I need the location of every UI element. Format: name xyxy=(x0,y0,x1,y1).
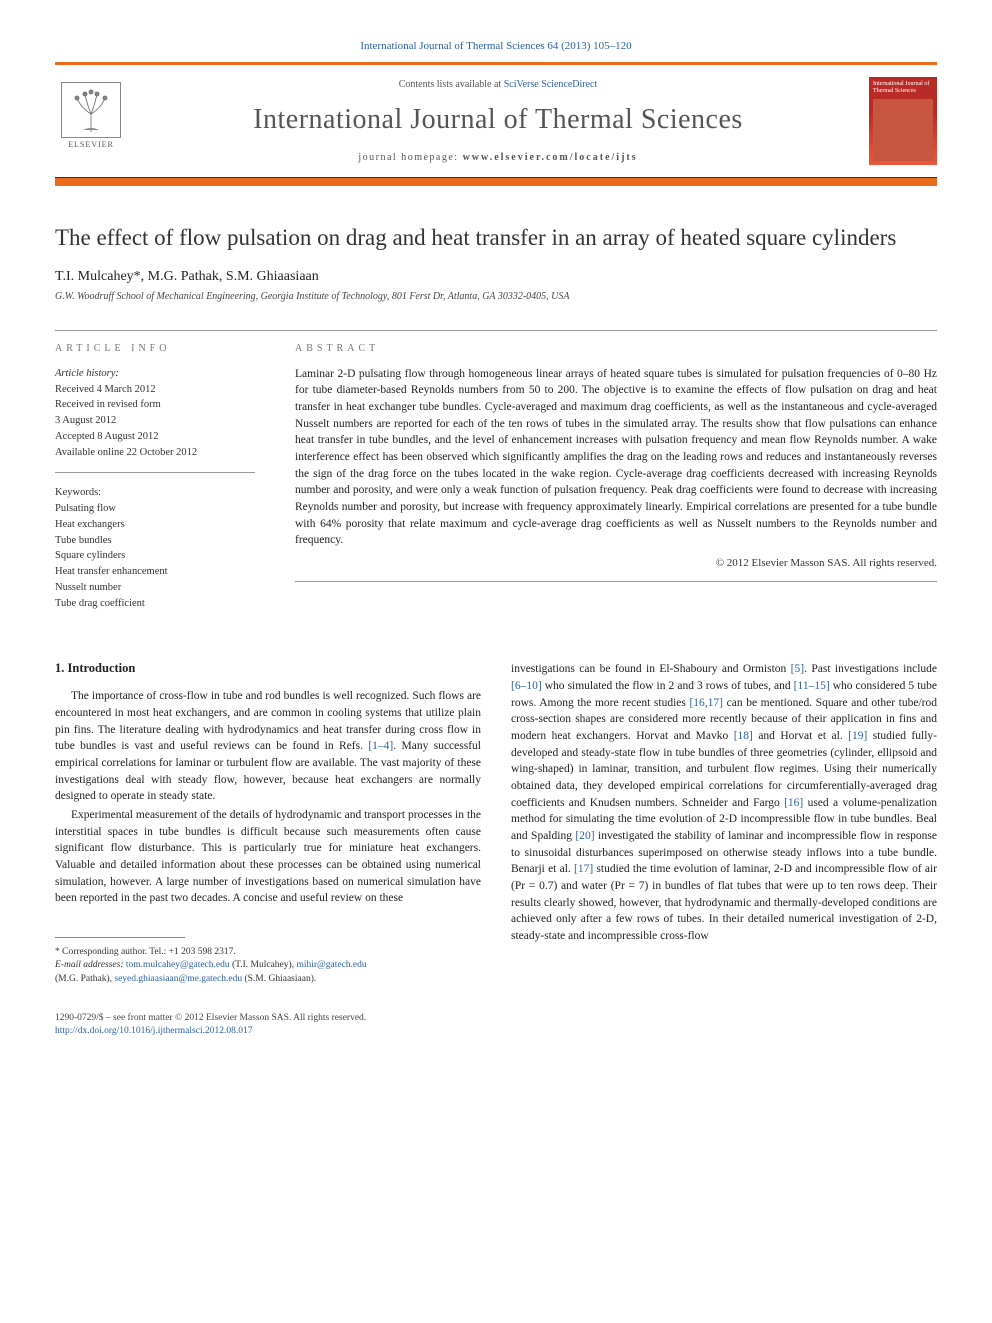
email-owner: (M.G. Pathak), xyxy=(55,974,114,984)
email-owner: (S.M. Ghiaasiaan). xyxy=(242,974,316,984)
article-info-column: ARTICLE INFO Article history: Received 4… xyxy=(55,343,255,612)
online-date: Available online 22 October 2012 xyxy=(55,445,255,461)
article-title: The effect of flow pulsation on drag and… xyxy=(55,224,937,253)
masthead-center: Contents lists available at SciVerse Sci… xyxy=(145,79,851,163)
email-link[interactable]: mihir@gatech.edu xyxy=(296,960,366,970)
authors: T.I. Mulcahey*, M.G. Pathak, S.M. Ghiaas… xyxy=(55,269,937,285)
accepted-date: Accepted 8 August 2012 xyxy=(55,429,255,445)
article-history: Article history: Received 4 March 2012 R… xyxy=(55,366,255,474)
para-text: and Horvat et al. xyxy=(753,730,848,742)
abstract-text: Laminar 2-D pulsating flow through homog… xyxy=(295,366,937,549)
keyword: Heat transfer enhancement xyxy=(55,564,255,580)
email-link[interactable]: tom.mulcahey@gatech.edu xyxy=(126,960,230,970)
cover-image-icon xyxy=(873,99,933,161)
section-heading: 1. Introduction xyxy=(55,661,481,676)
body-column-right: investigations can be found in El-Shabou… xyxy=(511,661,937,1038)
journal-citation[interactable]: International Journal of Thermal Science… xyxy=(55,40,937,52)
elsevier-tree-icon xyxy=(61,82,121,138)
article-meta: ARTICLE INFO Article history: Received 4… xyxy=(55,330,937,612)
masthead: ELSEVIER Contents lists available at Sci… xyxy=(55,62,937,178)
contents-available-line: Contents lists available at SciVerse Sci… xyxy=(145,79,851,90)
journal-cover-thumbnail[interactable]: International Journal of Thermal Science… xyxy=(869,77,937,165)
keywords-block: Keywords: Pulsating flow Heat exchangers… xyxy=(55,485,255,611)
keywords-label: Keywords: xyxy=(55,485,255,501)
citation-link[interactable]: [5] xyxy=(791,663,804,675)
footnote-rule xyxy=(55,937,185,938)
citation-link[interactable]: [16,17] xyxy=(689,697,723,709)
citation-link[interactable]: [11–15] xyxy=(794,680,830,692)
email-label: E-mail addresses: xyxy=(55,960,126,970)
revised-line2: 3 August 2012 xyxy=(55,413,255,429)
body-paragraph: Experimental measurement of the details … xyxy=(55,807,481,907)
body-columns: 1. Introduction The importance of cross-… xyxy=(55,661,937,1038)
keyword: Tube bundles xyxy=(55,533,255,549)
corresponding-author-note: * Corresponding author. Tel.: +1 203 598… xyxy=(55,946,481,959)
para-text: . Past investigations include xyxy=(804,663,937,675)
keyword: Heat exchangers xyxy=(55,517,255,533)
abstract-copyright: © 2012 Elsevier Masson SAS. All rights r… xyxy=(295,557,937,569)
citation-link[interactable]: [1–4] xyxy=(368,740,393,752)
citation-link[interactable]: [18] xyxy=(734,730,753,742)
publisher-logo[interactable]: ELSEVIER xyxy=(55,82,127,160)
para-text: who simulated the flow in 2 and 3 rows o… xyxy=(542,680,794,692)
abstract-rule xyxy=(295,581,937,582)
revised-line1: Received in revised form xyxy=(55,397,255,413)
publisher-name: ELSEVIER xyxy=(68,140,114,149)
body-paragraph: The importance of cross-flow in tube and… xyxy=(55,688,481,805)
email-addresses: E-mail addresses: tom.mulcahey@gatech.ed… xyxy=(55,959,481,986)
abstract-column: ABSTRACT Laminar 2-D pulsating flow thro… xyxy=(295,343,937,612)
citation-link[interactable]: [17] xyxy=(574,863,593,875)
citation-link[interactable]: [6–10] xyxy=(511,680,542,692)
affiliation: G.W. Woodruff School of Mechanical Engin… xyxy=(55,291,937,302)
keyword: Square cylinders xyxy=(55,548,255,564)
abstract-heading: ABSTRACT xyxy=(295,343,937,354)
homepage-line: journal homepage: www.elsevier.com/locat… xyxy=(145,152,851,163)
journal-name: International Journal of Thermal Science… xyxy=(145,104,851,136)
keyword: Tube drag coefficient xyxy=(55,596,255,612)
para-text: investigations can be found in El-Shabou… xyxy=(511,663,791,675)
citation-link[interactable]: [19] xyxy=(848,730,867,742)
keyword: Pulsating flow xyxy=(55,501,255,517)
keyword: Nusselt number xyxy=(55,580,255,596)
citation-link[interactable]: [20] xyxy=(575,830,594,842)
body-paragraph: investigations can be found in El-Shabou… xyxy=(511,661,937,944)
body-column-left: 1. Introduction The importance of cross-… xyxy=(55,661,481,1038)
email-owner: (T.I. Mulcahey), xyxy=(230,960,297,970)
front-matter-line: 1290-0729/$ – see front matter © 2012 El… xyxy=(55,1012,481,1025)
page-footer: 1290-0729/$ – see front matter © 2012 El… xyxy=(55,1012,481,1039)
email-link[interactable]: seyed.ghiaasiaan@me.gatech.edu xyxy=(114,974,242,984)
cover-title: International Journal of Thermal Science… xyxy=(873,81,933,95)
authors-list: T.I. Mulcahey*, M.G. Pathak, S.M. Ghiaas… xyxy=(55,269,319,284)
sciencedirect-link[interactable]: SciVerse ScienceDirect xyxy=(504,79,598,90)
masthead-divider xyxy=(55,178,937,186)
citation-link[interactable]: [16] xyxy=(784,797,803,809)
received-date: Received 4 March 2012 xyxy=(55,382,255,398)
history-label: Article history: xyxy=(55,366,255,382)
doi-link[interactable]: http://dx.doi.org/10.1016/j.ijthermalsci… xyxy=(55,1025,481,1038)
contents-prefix: Contents lists available at xyxy=(399,79,504,90)
homepage-url[interactable]: www.elsevier.com/locate/ijts xyxy=(463,152,638,163)
homepage-label: journal homepage: xyxy=(358,152,462,163)
info-heading: ARTICLE INFO xyxy=(55,343,255,354)
